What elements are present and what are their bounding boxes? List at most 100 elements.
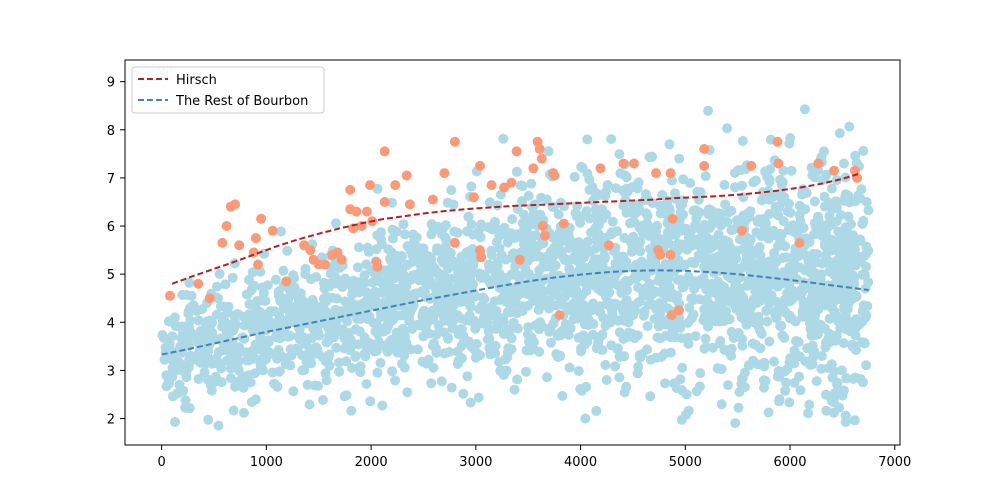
rest-point bbox=[609, 273, 620, 284]
rest-point bbox=[448, 199, 459, 210]
rest-point bbox=[486, 245, 497, 256]
rest-point bbox=[858, 377, 868, 388]
rest-point bbox=[365, 299, 376, 310]
rest-point bbox=[355, 361, 366, 372]
rest-point bbox=[588, 195, 599, 206]
rest-point bbox=[324, 349, 335, 360]
rest-point bbox=[851, 345, 861, 355]
rest-point bbox=[681, 389, 692, 400]
rest-point bbox=[405, 344, 416, 355]
hirsch-point bbox=[475, 160, 485, 171]
rest-point bbox=[309, 380, 320, 391]
rest-point bbox=[842, 302, 853, 312]
rest-point bbox=[207, 358, 218, 369]
rest-point bbox=[809, 196, 820, 207]
rest-point bbox=[773, 210, 784, 221]
rest-point bbox=[577, 290, 588, 301]
rest-point bbox=[581, 381, 591, 392]
rest-point bbox=[217, 321, 228, 332]
rest-point bbox=[426, 378, 437, 389]
rest-point bbox=[453, 266, 464, 277]
rest-point bbox=[176, 347, 187, 358]
rest-point bbox=[764, 336, 775, 347]
rest-point bbox=[244, 275, 254, 285]
rest-point bbox=[435, 275, 446, 285]
rest-point bbox=[528, 251, 539, 262]
rest-point bbox=[533, 240, 544, 251]
rest-point bbox=[806, 330, 817, 341]
rest-point bbox=[247, 267, 258, 278]
rest-point bbox=[494, 282, 505, 293]
rest-point bbox=[745, 234, 756, 245]
rest-point bbox=[483, 222, 493, 233]
rest-point bbox=[599, 250, 610, 261]
rest-point bbox=[700, 265, 711, 276]
rest-point bbox=[482, 318, 493, 329]
rest-point bbox=[206, 385, 217, 396]
rest-point bbox=[811, 319, 822, 330]
rest-point bbox=[652, 332, 663, 343]
rest-point bbox=[688, 293, 699, 304]
rest-point bbox=[751, 227, 762, 238]
rest-point bbox=[813, 165, 824, 176]
rest-point bbox=[577, 162, 588, 173]
hirsch-point bbox=[651, 168, 661, 179]
rest-point bbox=[174, 357, 185, 368]
rest-point bbox=[244, 309, 255, 320]
rest-point bbox=[537, 300, 548, 310]
rest-point bbox=[525, 275, 535, 286]
rest-point bbox=[661, 270, 672, 281]
rest-point bbox=[778, 165, 789, 176]
rest-point bbox=[300, 333, 311, 344]
rest-point bbox=[774, 371, 785, 382]
rest-point bbox=[621, 207, 632, 218]
rest-point bbox=[276, 226, 286, 237]
rest-point bbox=[368, 277, 379, 288]
hirsch-point bbox=[595, 163, 606, 174]
rest-point bbox=[794, 371, 805, 382]
rest-point bbox=[740, 215, 751, 226]
rest-point bbox=[490, 216, 500, 227]
rest-point bbox=[693, 250, 704, 261]
rest-point bbox=[329, 308, 340, 319]
rest-point bbox=[347, 363, 357, 374]
rest-point bbox=[498, 313, 509, 324]
rest-point bbox=[804, 399, 815, 410]
rest-point bbox=[830, 388, 840, 399]
rest-point bbox=[785, 353, 796, 364]
rest-point bbox=[342, 316, 353, 327]
rest-point bbox=[185, 326, 196, 337]
rest-point bbox=[556, 295, 567, 306]
rest-point bbox=[215, 301, 226, 312]
rest-point bbox=[440, 232, 451, 243]
rest-point bbox=[716, 364, 727, 375]
rest-point bbox=[747, 338, 758, 349]
rest-point bbox=[521, 366, 531, 377]
rest-point bbox=[606, 228, 617, 239]
rest-point bbox=[186, 290, 197, 301]
rest-point bbox=[265, 306, 276, 317]
rest-point bbox=[364, 288, 375, 299]
rest-point bbox=[677, 362, 688, 373]
hirsch-point bbox=[666, 310, 677, 321]
rest-point bbox=[167, 331, 178, 342]
rest-point bbox=[323, 336, 334, 347]
rest-point bbox=[475, 232, 486, 243]
rest-point bbox=[761, 305, 772, 316]
rest-point bbox=[694, 207, 705, 218]
hirsch-point bbox=[772, 136, 783, 147]
rest-point bbox=[214, 268, 225, 279]
hirsch-point bbox=[217, 237, 228, 248]
rest-point bbox=[612, 343, 623, 354]
rest-point bbox=[462, 292, 473, 303]
rest-point bbox=[308, 323, 319, 334]
rest-point bbox=[581, 337, 592, 348]
rest-point bbox=[660, 259, 671, 269]
rest-point bbox=[769, 356, 779, 367]
rest-point bbox=[227, 272, 238, 283]
rest-point bbox=[788, 268, 799, 278]
rest-point bbox=[519, 286, 529, 297]
rest-point bbox=[222, 343, 233, 354]
y-tick-label: 4 bbox=[107, 316, 115, 331]
rest-point bbox=[399, 229, 410, 240]
